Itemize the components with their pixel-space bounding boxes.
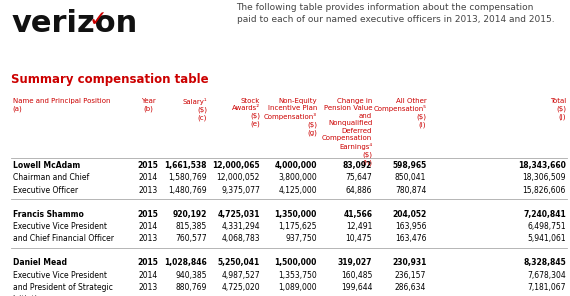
Text: 815,385: 815,385 [176,222,207,231]
Text: 4,725,031: 4,725,031 [217,210,260,219]
Text: 64,886: 64,886 [346,186,372,194]
Text: 1,350,000: 1,350,000 [275,210,317,219]
Text: 160,485: 160,485 [341,271,372,279]
Text: Total
($)
(j): Total ($) (j) [549,98,566,120]
Text: 2013: 2013 [139,186,158,194]
Text: 598,965: 598,965 [392,161,426,170]
Text: 940,385: 940,385 [176,271,207,279]
Text: ✓: ✓ [89,10,108,30]
Text: 7,678,304: 7,678,304 [527,271,566,279]
Text: and President of Strategic: and President of Strategic [13,283,112,292]
Text: Executive Vice President: Executive Vice President [13,271,107,279]
Text: 4,068,783: 4,068,783 [221,234,260,243]
Text: 2013: 2013 [139,283,158,292]
Text: 319,027: 319,027 [337,258,372,267]
Text: Initiatives: Initiatives [13,295,51,296]
Text: 15,826,606: 15,826,606 [523,186,566,194]
Text: 2015: 2015 [138,210,158,219]
Text: 163,476: 163,476 [395,234,426,243]
Text: 7,240,841: 7,240,841 [523,210,566,219]
Text: 2014: 2014 [139,222,158,231]
Text: 4,000,000: 4,000,000 [274,161,317,170]
Text: and Chief Financial Officer: and Chief Financial Officer [13,234,113,243]
Text: 1,500,000: 1,500,000 [275,258,317,267]
Text: Lowell McAdam: Lowell McAdam [13,161,80,170]
Text: 5,250,041: 5,250,041 [218,258,260,267]
Text: 1,353,750: 1,353,750 [278,271,317,279]
Text: 1,089,000: 1,089,000 [278,283,317,292]
Text: 850,041: 850,041 [395,173,426,182]
Text: 12,000,065: 12,000,065 [212,161,260,170]
Text: 8,328,845: 8,328,845 [523,258,566,267]
Text: 2014: 2014 [139,173,158,182]
Text: Executive Officer: Executive Officer [13,186,78,194]
Text: Salary¹
($)
(c): Salary¹ ($) (c) [182,98,207,121]
Text: Francis Shammo: Francis Shammo [13,210,83,219]
Text: 230,931: 230,931 [392,258,426,267]
Text: 1,480,769: 1,480,769 [168,186,207,194]
Text: 83,092: 83,092 [343,161,372,170]
Text: 2015: 2015 [138,258,158,267]
Text: Change in
Pension Value
and
Nonqualified
Deferred
Compensation
Earnings⁴
($)
(h): Change in Pension Value and Nonqualified… [322,98,372,166]
Text: 10,475: 10,475 [345,234,372,243]
Text: 41,566: 41,566 [343,210,372,219]
Text: 286,634: 286,634 [395,283,426,292]
Text: 7,181,067: 7,181,067 [527,283,566,292]
Text: 6,498,751: 6,498,751 [527,222,566,231]
Text: 2014: 2014 [139,271,158,279]
Text: Name and Principal Position
(a): Name and Principal Position (a) [13,98,110,112]
Text: Year
(b): Year (b) [141,98,156,112]
Text: 2015: 2015 [138,161,158,170]
Text: 18,306,509: 18,306,509 [523,173,566,182]
Text: 937,750: 937,750 [286,234,317,243]
Text: Daniel Mead: Daniel Mead [13,258,67,267]
Text: 12,000,052: 12,000,052 [217,173,260,182]
Text: The following table provides information about the compensation
paid to each of : The following table provides information… [237,3,554,25]
Text: 1,028,846: 1,028,846 [164,258,207,267]
Text: All Other
Compensation⁵
($)
(i): All Other Compensation⁵ ($) (i) [373,98,426,128]
Text: 236,157: 236,157 [395,271,426,279]
Text: 5,941,061: 5,941,061 [527,234,566,243]
Text: Chairman and Chief: Chairman and Chief [13,173,89,182]
Text: 780,874: 780,874 [395,186,426,194]
Text: 199,644: 199,644 [341,283,372,292]
Text: 2013: 2013 [139,234,158,243]
Text: 75,647: 75,647 [345,173,372,182]
Text: Summary compensation table: Summary compensation table [11,73,209,86]
Text: Stock
Awards²
($)
(e): Stock Awards² ($) (e) [232,98,260,127]
Text: 4,725,020: 4,725,020 [221,283,260,292]
Text: 880,769: 880,769 [176,283,207,292]
Text: 163,956: 163,956 [395,222,426,231]
Text: 760,577: 760,577 [176,234,207,243]
Text: 4,987,527: 4,987,527 [221,271,260,279]
Text: Executive Vice President: Executive Vice President [13,222,107,231]
Text: 12,491: 12,491 [346,222,372,231]
Text: 4,125,000: 4,125,000 [278,186,317,194]
Text: 204,052: 204,052 [392,210,426,219]
Text: 18,343,660: 18,343,660 [518,161,566,170]
Text: 920,192: 920,192 [173,210,207,219]
Text: 9,375,077: 9,375,077 [221,186,260,194]
Text: 4,331,294: 4,331,294 [221,222,260,231]
Text: 3,800,000: 3,800,000 [278,173,317,182]
Text: 1,661,538: 1,661,538 [164,161,207,170]
Text: 1,175,625: 1,175,625 [278,222,317,231]
Text: Non-Equity
Incentive Plan
Compensation³
($)
(g): Non-Equity Incentive Plan Compensation³ … [264,98,317,136]
Text: verizon: verizon [11,9,137,38]
Text: 1,580,769: 1,580,769 [168,173,207,182]
